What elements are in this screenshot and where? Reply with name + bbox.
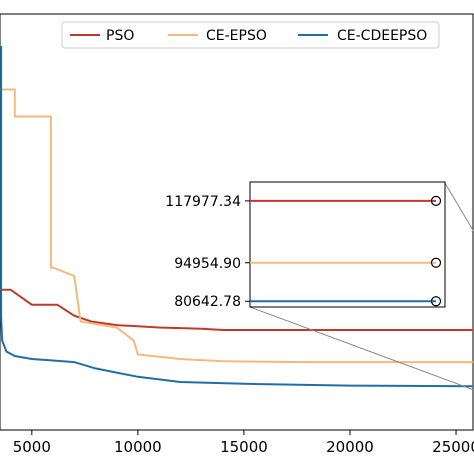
x-axis: 5000 10000 15000 20000 25000 [13,430,474,456]
legend-label-ce-cdeepso: CE-CDEEPSO [337,28,427,44]
inset-marker [430,296,442,307]
series-line-ce-cdeepso [0,46,474,388]
inset-value-label: 117977.34 [165,194,241,210]
inset-zoom: 117977.34 94954.90 80642.78 [165,181,474,391]
inset-marker [430,257,442,268]
series-layer [0,46,474,388]
inset-marker [430,195,442,206]
legend: PSO CE-EPSO CE-CDEEPSO [61,21,440,49]
legend-label-ce-epso: CE-EPSO [206,28,267,44]
x-tick-label: 15000 [220,438,268,456]
x-tick-label: 20000 [326,438,374,456]
series-line-ce-epso [0,88,473,364]
inset-layer: 117977.34 94954.90 80642.78 [165,194,442,310]
plot-frame [0,13,474,431]
x-tick-label: 25000 [432,438,474,456]
series-line-pso [0,288,473,331]
legend-box [61,21,440,49]
inset-value-label: 80642.78 [174,294,241,310]
inset-connector-bottom [249,306,474,391]
x-tick-label: 5000 [13,438,51,456]
inset-box [249,181,446,308]
inset-value-label: 94954.90 [174,256,241,272]
legend-label-pso: PSO [106,28,134,44]
x-tick-label: 10000 [114,438,162,456]
inset-connector-top [444,182,474,233]
